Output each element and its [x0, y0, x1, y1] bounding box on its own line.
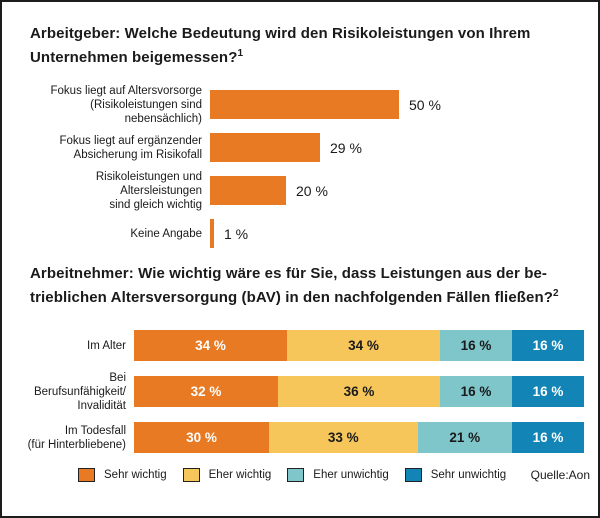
stack-segment: 36 %: [278, 376, 440, 407]
stack-segment: 16 %: [512, 330, 584, 361]
stacked-bar-row: Im Alter 34 % 34 % 16 % 16 %: [2, 330, 598, 361]
legend-swatch: [287, 468, 305, 482]
legend-label: Sehr wichtig: [104, 469, 167, 481]
stack-segment: 16 %: [512, 376, 584, 407]
footnote-marker-2: 2: [553, 288, 559, 299]
bar: [210, 133, 320, 162]
stacked-bar-category-label: Im Todesfall (für Hinterbliebene): [22, 424, 126, 452]
employer-bar-chart: Fokus liegt auf Altersvorsorge (Risikolei…: [2, 85, 598, 248]
bar-area: 20 %: [210, 176, 328, 205]
legend-item: Eher wichtig: [182, 468, 272, 482]
legend-item: Eher unwichtig: [287, 468, 389, 482]
bar: [210, 219, 214, 248]
stacked-bar: 34 % 34 % 16 % 16 %: [134, 330, 584, 361]
bar-category-label: Fokus liegt auf Altersvorsorge (Risikolei…: [22, 84, 203, 126]
bar-category-line: Keine Angabe: [130, 227, 202, 240]
stack-segment: 33 %: [269, 422, 418, 453]
stacked-bar: 32 % 36 % 16 % 16 %: [134, 376, 584, 407]
bar-category-label: Keine Angabe: [22, 227, 202, 241]
bar-row: Fokus liegt auf ergänzender Absicherung i…: [2, 133, 598, 162]
bar-area: 1 %: [210, 219, 248, 248]
stacked-bar-category-line: Invalidität: [77, 399, 126, 412]
stack-segment: 34 %: [134, 330, 287, 361]
bar-value-label: 1 %: [224, 225, 249, 242]
stacked-bar-category-line: Im Todesfall: [64, 424, 126, 437]
legend-swatch: [182, 468, 200, 482]
stack-segment: 21 %: [417, 422, 512, 453]
bar-category-line: Risikoleistungen und Altersleistungen: [95, 170, 202, 197]
stack-segment: 16 %: [440, 376, 512, 407]
bar-value-label: 29 %: [330, 139, 362, 156]
legend-swatch: [78, 468, 95, 482]
stacked-bar-row: Bei Berufsunfähigkeit/Invalidität 32 % 36 …: [2, 372, 598, 412]
bar-area: 29 %: [210, 133, 362, 162]
stacked-bar-category-label: Im Alter: [22, 339, 126, 353]
stacked-bar-category-line: Bei Berufsunfähigkeit/: [33, 371, 126, 398]
title-line: trieblichen Altersversorgung (bAV) in de…: [30, 289, 553, 306]
bar: [210, 90, 399, 119]
employee-stacked-chart: Im Alter 34 % 34 % 16 % 16 % Bei Berufsunfähi…: [2, 330, 598, 453]
footnote-marker-1: 1: [237, 48, 244, 59]
bar-category-label: Fokus liegt auf ergänzender Absicherung i…: [22, 134, 202, 162]
stacked-bar-category-label: Bei Berufsunfähigkeit/Invalidität: [22, 371, 126, 413]
stack-segment: 32 %: [134, 376, 278, 407]
stack-segment: 30 %: [134, 422, 269, 453]
source-label: Quelle:Aon: [530, 468, 590, 482]
legend: Sehr wichtig Eher wichtig Eher unwichtig Se…: [78, 468, 590, 482]
bar-value-label: 20 %: [296, 182, 328, 199]
legend-label: Sehr unwichtig: [430, 469, 507, 481]
bar-category-line: Fokus liegt auf Altersvorsorge: [50, 84, 203, 97]
bar-row: Keine Angabe 1 %: [2, 219, 598, 248]
bar-row: Risikoleistungen und Altersleistungen sin…: [2, 171, 598, 211]
stacked-bar-category-line: (für Hinterbliebene): [27, 438, 126, 451]
employee-question-title: Arbeitnehmer: Wie wichtig wäre es für Si…: [30, 262, 572, 310]
stack-segment: 16 %: [512, 422, 584, 453]
stacked-bar: 30 % 33 % 21 % 16 %: [134, 422, 584, 453]
bar-value-label: 50 %: [409, 96, 441, 113]
bar-category-line: sind gleich wichtig: [109, 198, 202, 211]
title-line: Arbeitnehmer: Wie wichtig wäre es für Si…: [30, 265, 547, 282]
legend-label: Eher wichtig: [208, 469, 272, 481]
stacked-bar-category-line: Im Alter: [87, 339, 126, 352]
bar-category-line: Absicherung im Risikofall: [73, 148, 202, 161]
employer-question-title: Arbeitgeber: Welche Bedeutung wird den R…: [30, 22, 572, 70]
stacked-bar-row: Im Todesfall (für Hinterbliebene) 30 % 33 %…: [2, 422, 598, 453]
stack-segment: 16 %: [440, 330, 512, 361]
title-line: Unternehmen beigemessen?: [30, 49, 238, 66]
bar-area: 50 %: [210, 90, 441, 119]
legend-swatch: [404, 468, 422, 482]
bar-row: Fokus liegt auf Altersvorsorge (Risikolei…: [2, 85, 598, 125]
bar-category-line: (Risikoleistungen sind nebensächlich): [90, 98, 202, 125]
bar: [210, 176, 286, 205]
legend-item: Sehr unwichtig: [404, 468, 507, 482]
bar-category-label: Risikoleistungen und Altersleistungen sin…: [22, 170, 202, 212]
legend-item: Sehr wichtig: [78, 468, 167, 482]
legend-label: Eher unwichtig: [313, 469, 389, 481]
bar-category-line: Fokus liegt auf ergänzender: [59, 134, 202, 147]
title-line: Arbeitgeber: Welche Bedeutung wird den R…: [30, 25, 531, 42]
stack-segment: 34 %: [287, 330, 440, 361]
